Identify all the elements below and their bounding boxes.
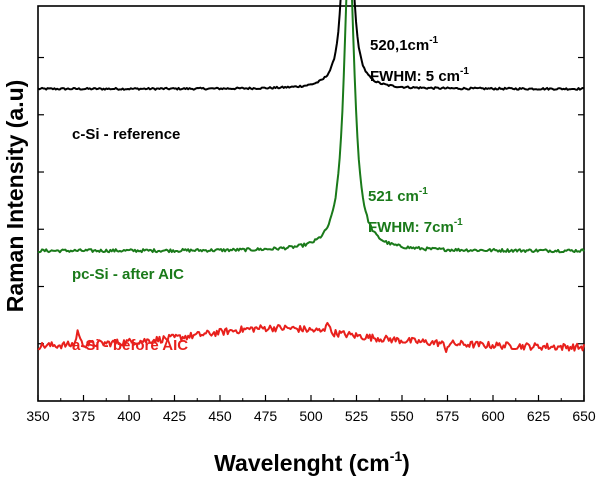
x-tick-label: 600 [481,408,505,424]
x-axis-label: Wavelenght (cm-1) [214,448,410,476]
annotation-c-si-fwhm: FWHM: 5 cm-1 [370,66,469,85]
x-tick-label: 575 [436,408,460,424]
series-lines [37,0,585,354]
series-line-pc-si [37,0,585,254]
x-tick-label: 375 [72,408,96,424]
x-tick-label: 450 [208,408,232,424]
y-axis-ticks [38,56,584,345]
x-tick-label: 500 [299,408,323,424]
annotation-c-si-peak: 520,1cm-1 [370,35,439,54]
x-tick-label: 550 [390,408,414,424]
y-axis-label: Raman Intensity (a.u) [2,80,28,313]
x-tick-label: 475 [254,408,278,424]
annotation-pc-si-fwhm: FWHM: 7cm-1 [368,217,463,236]
x-tick-label: 525 [345,408,369,424]
annotation-pc-si-peak: 521 cm-1 [368,186,428,205]
x-tick-label: 650 [572,408,596,424]
series-label-pc-si: pc-Si - after AIC [72,266,184,283]
series-label-a-si: a-Si - before AIC [72,337,188,354]
x-tick-label: 425 [163,408,187,424]
x-tick-label: 400 [117,408,141,424]
series-line-c-si [37,0,585,91]
x-axis-ticks: 350 375 400 425 450 475 500 525 550 575 600 625 650 [26,395,596,424]
series-label-c-si: c-Si - reference [72,126,180,143]
x-tick-label: 350 [26,408,50,424]
x-tick-label: 625 [527,408,551,424]
series-line-a-si [37,321,585,354]
